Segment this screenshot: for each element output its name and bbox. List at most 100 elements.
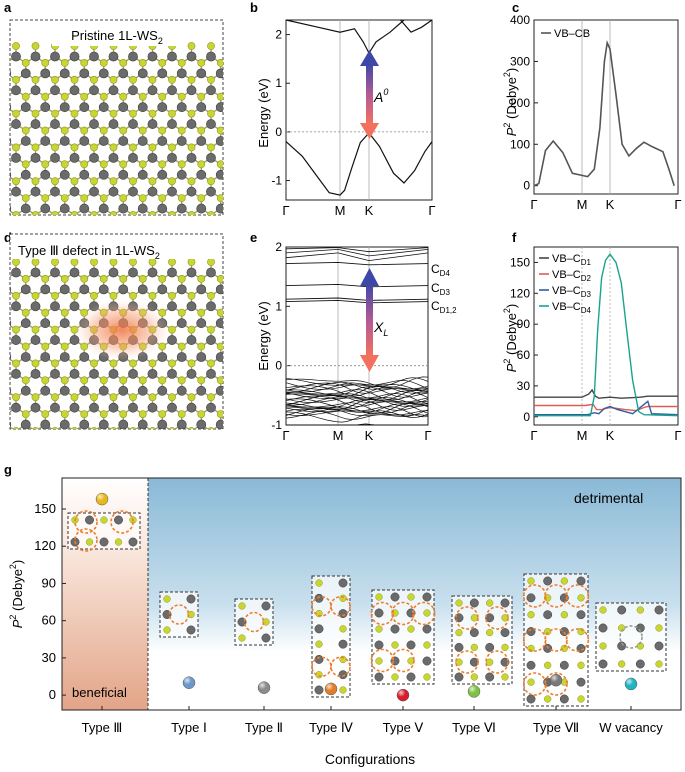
s-atom — [12, 359, 20, 368]
bond — [153, 441, 163, 447]
w-atom — [89, 368, 99, 379]
s-atom — [41, 126, 50, 135]
w-atom — [226, 403, 235, 412]
s-atom — [148, 211, 157, 215]
w-atom — [236, 420, 245, 429]
defect-ring — [168, 604, 190, 625]
bond — [231, 357, 241, 363]
conduction-band — [285, 19, 405, 55]
w-atom — [526, 660, 536, 670]
w-atom — [147, 402, 158, 413]
y-tick-label: 200 — [510, 96, 530, 110]
w-atom — [128, 267, 138, 278]
bond — [192, 458, 202, 464]
w-atom — [236, 386, 245, 395]
w-atom — [543, 576, 553, 586]
w-atom — [128, 437, 137, 446]
w-atom — [79, 284, 90, 295]
w-atom — [11, 437, 20, 446]
w-atom — [167, 119, 177, 129]
defect-level — [285, 297, 429, 301]
w-atom — [0, 153, 1, 162]
s-atom — [12, 177, 20, 186]
s-atom — [527, 611, 535, 619]
w-atom — [167, 437, 176, 446]
bond — [231, 323, 241, 329]
bond — [143, 458, 153, 464]
w-atom — [469, 628, 479, 638]
w-atom — [50, 119, 60, 129]
conduction-band-2 — [400, 19, 433, 33]
s-atom — [138, 274, 147, 283]
bond — [94, 441, 104, 447]
s-atom — [10, 129, 11, 132]
w-atom — [617, 641, 627, 651]
s-atom — [10, 311, 11, 314]
panel-letter-g: g — [4, 462, 12, 477]
data-point-gloss — [325, 682, 337, 695]
panel-letter-e: e — [250, 230, 257, 245]
valence-band — [285, 399, 429, 411]
s-atom — [158, 376, 167, 385]
s-atom — [227, 211, 234, 218]
s-atom — [197, 410, 206, 418]
s-atom — [168, 143, 176, 152]
s-atom — [42, 444, 49, 451]
w-atom — [157, 419, 168, 429]
w-atom — [50, 186, 60, 197]
structure-inset — [451, 595, 513, 685]
w-atom — [196, 68, 207, 79]
s-atom — [70, 109, 79, 118]
w-atom — [206, 85, 216, 96]
s-atom — [197, 342, 206, 351]
bond — [75, 458, 85, 464]
w-atom — [167, 402, 177, 413]
w-atom — [50, 221, 59, 230]
s-atom — [12, 75, 20, 84]
s-atom — [187, 109, 196, 118]
defect-ring — [391, 601, 415, 626]
w-atom — [226, 86, 235, 95]
s-atom — [227, 258, 234, 265]
y-tick-label: -1 — [271, 418, 282, 432]
w-atom — [59, 102, 70, 113]
s-atom — [3, 444, 10, 451]
w-atom — [30, 85, 41, 96]
bond — [201, 225, 211, 231]
s-atom — [339, 594, 347, 602]
bond — [133, 225, 143, 231]
w-atom — [186, 152, 197, 163]
w-atom — [59, 318, 70, 329]
bond — [153, 225, 163, 231]
w-atom — [177, 454, 186, 463]
a0-label: A0 — [373, 87, 388, 105]
s-atom — [177, 126, 186, 135]
w-atom — [99, 537, 109, 547]
s-atom — [486, 628, 494, 637]
y-tick-label: 0 — [49, 687, 56, 702]
defect-ring — [619, 625, 643, 649]
w-atom — [196, 136, 207, 146]
bond — [231, 225, 241, 231]
s-atom — [119, 376, 128, 385]
w-atom — [50, 51, 60, 62]
s-atom — [99, 59, 108, 67]
panel-d-title: Type Ⅲ defect in 1L-WS2 — [18, 243, 160, 261]
s-atom — [21, 342, 30, 351]
w-atom — [196, 102, 207, 113]
bond — [26, 441, 36, 447]
s-atom — [158, 410, 167, 418]
w-atom — [338, 670, 348, 680]
w-atom — [485, 613, 495, 623]
w-atom — [137, 203, 148, 214]
s-atom — [109, 211, 118, 215]
s-atom — [70, 177, 79, 186]
data-point-gloss — [550, 674, 562, 687]
beneficial-label: beneficial — [72, 685, 127, 700]
w-atom — [10, 387, 12, 394]
bond — [240, 242, 250, 248]
w-atom — [0, 302, 1, 311]
s-atom — [138, 194, 147, 202]
s-atom — [544, 661, 552, 669]
y-tick-label: 30 — [517, 379, 531, 393]
